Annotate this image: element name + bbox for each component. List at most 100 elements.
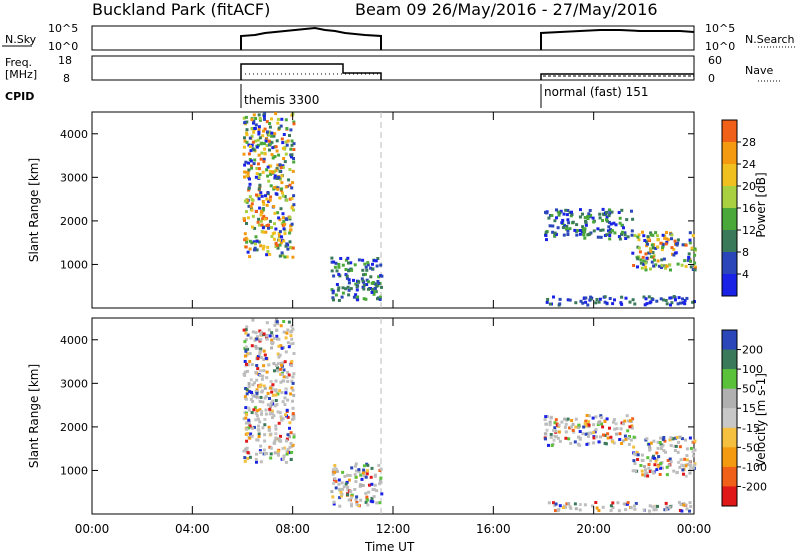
power-cell — [288, 231, 292, 235]
velocity-cell — [273, 323, 277, 327]
velocity-cell — [680, 437, 684, 441]
velocity-cell — [664, 450, 667, 454]
freq-line-seg1 — [240, 63, 382, 80]
velocity-cell — [263, 418, 267, 421]
velocity-cell — [292, 416, 296, 420]
velocity-cell — [246, 347, 250, 351]
velocity-cell — [359, 473, 363, 477]
power-cell — [621, 230, 624, 234]
velocity-cell — [567, 437, 571, 441]
velocity-cell — [691, 466, 695, 470]
noise-left-tick-top: 10^5 — [48, 22, 78, 35]
power-cell — [269, 184, 273, 188]
power-cell — [266, 165, 270, 169]
power-cell — [274, 241, 278, 245]
velocity-cell — [350, 504, 353, 508]
power-cell — [278, 169, 282, 173]
velocity-cell — [291, 406, 295, 410]
power-cell — [268, 198, 272, 202]
velocity-cell — [379, 476, 383, 480]
velocity-cell — [369, 475, 373, 479]
freq-label-line1: Freq. — [5, 56, 32, 69]
power-cell — [244, 170, 248, 174]
power-cell — [637, 233, 641, 237]
velocity-cell — [289, 458, 293, 461]
power-cell — [677, 296, 681, 300]
velocity-cell — [291, 375, 295, 379]
power-cell — [261, 217, 265, 221]
velocity-cell — [653, 456, 656, 460]
velocity-cell — [363, 470, 367, 474]
power-cell — [373, 286, 377, 290]
power-cell — [250, 134, 254, 138]
power-cell — [269, 164, 273, 168]
power-cell — [257, 187, 261, 191]
colorbar-tick-label: -50 — [742, 441, 760, 454]
power-cell — [650, 260, 654, 264]
velocity-cell — [276, 392, 280, 396]
velocity-cell — [627, 419, 631, 423]
power-cell — [284, 140, 288, 144]
velocity-cell — [278, 411, 282, 415]
velocity-cell — [585, 442, 589, 446]
velocity-cell — [258, 374, 262, 377]
freq-panel: Freq. [MHz] 18 8 60 0 Nave — [5, 54, 780, 85]
power-cell — [665, 237, 669, 241]
power-cell — [244, 115, 248, 119]
velocity-cell — [276, 362, 280, 366]
velocity-cell — [274, 424, 278, 428]
velocity-cell — [332, 500, 336, 504]
power-cell — [265, 203, 269, 207]
power-cell — [371, 262, 374, 266]
freq-left-tick-bottom: 8 — [63, 72, 70, 85]
power-cell — [603, 295, 607, 299]
velocity-cell — [656, 440, 660, 444]
velocity-cell — [345, 480, 349, 484]
power-cell — [556, 226, 560, 230]
power-cell — [582, 296, 586, 300]
velocity-cell — [620, 442, 624, 445]
power-cell — [251, 140, 255, 144]
velocity-cell — [271, 399, 275, 403]
power-cell — [249, 149, 253, 153]
velocity-cell — [276, 410, 280, 414]
velocity-cell — [268, 412, 272, 416]
velocity-cell — [242, 417, 246, 421]
power-cell — [255, 248, 259, 252]
velocity-cell — [247, 382, 251, 385]
power-cell — [247, 168, 251, 172]
power-cell — [247, 188, 251, 192]
power-cell — [620, 295, 624, 299]
velocity-cell — [341, 487, 344, 491]
velocity-cell — [265, 370, 269, 374]
power-cell — [362, 283, 366, 287]
power-cell — [257, 125, 261, 129]
velocity-cell — [255, 414, 259, 418]
power-cell — [665, 264, 669, 268]
velocity-cell — [549, 435, 553, 439]
velocity-cell — [583, 422, 587, 425]
power-cell — [583, 236, 587, 240]
velocity-cell — [244, 406, 248, 410]
velocity-cell — [556, 509, 560, 512]
power-cell — [693, 247, 697, 251]
power-cell — [648, 251, 652, 255]
velocity-cell — [283, 396, 287, 400]
power-cell — [584, 220, 588, 224]
velocity-cell — [291, 388, 295, 392]
velocity-colorbar-label: Velocity [m s-1] — [754, 373, 768, 467]
power-cell — [256, 220, 260, 224]
velocity-cell — [246, 451, 250, 455]
power-cell — [259, 244, 263, 248]
power-cell — [362, 287, 366, 291]
power-cell — [243, 136, 246, 140]
power-cell — [586, 215, 590, 218]
velocity-cell — [563, 417, 567, 421]
power-cell — [581, 301, 585, 305]
velocity-cell — [244, 345, 248, 349]
power-cell — [279, 241, 283, 245]
velocity-cell — [291, 381, 295, 385]
power-cell — [270, 134, 273, 138]
power-cell — [276, 211, 280, 215]
velocity-cell — [646, 456, 650, 460]
